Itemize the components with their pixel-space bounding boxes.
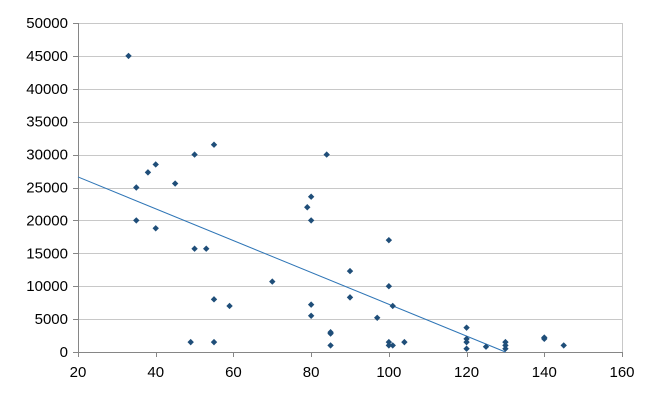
- data-point: [203, 245, 210, 252]
- y-tick-labels: 0 5000 10000 15000 20000 25000 30000 35000 40000…: [26, 15, 68, 361]
- data-point: [389, 302, 396, 310]
- data-point: [152, 225, 159, 232]
- x-tick-label: 80: [303, 364, 320, 381]
- data-point: [502, 342, 509, 349]
- data-point: [133, 184, 140, 191]
- data-point: [560, 342, 567, 349]
- data-point: [307, 312, 315, 320]
- data-point: [144, 169, 152, 176]
- y-tick-label: 5000: [35, 311, 68, 328]
- data-point: [463, 338, 470, 346]
- data-point: [374, 314, 381, 321]
- data-point: [210, 141, 218, 148]
- data-point: [307, 301, 315, 308]
- data-point: [385, 283, 393, 290]
- data-point: [463, 345, 470, 352]
- x-tick-label: 60: [225, 364, 242, 381]
- data-point: [346, 294, 354, 301]
- y-tick-label: 50000: [26, 15, 68, 32]
- data-point: [226, 302, 233, 310]
- data-point: [385, 342, 393, 349]
- x-tick-label: 40: [147, 364, 164, 381]
- data-point: [385, 236, 393, 244]
- x-tick-label: 160: [609, 364, 634, 381]
- y-tick-label: 20000: [26, 212, 68, 229]
- data-point: [401, 338, 408, 346]
- data-point: [125, 52, 132, 60]
- y-tick-label: 0: [60, 344, 68, 361]
- y-tick-label: 10000: [26, 278, 68, 295]
- data-point: [304, 204, 311, 211]
- axes: [73, 23, 623, 357]
- data-point: [502, 345, 509, 352]
- data-point: [152, 161, 159, 168]
- data-point: [210, 296, 218, 303]
- data-point: [463, 335, 470, 343]
- x-tick-label: 20: [70, 364, 87, 381]
- data-points: [125, 52, 567, 352]
- data-point: [191, 151, 198, 158]
- data-point: [307, 217, 315, 224]
- y-tick-label: 25000: [26, 180, 68, 197]
- y-tick-label: 45000: [26, 48, 68, 65]
- data-point: [187, 338, 194, 346]
- x-tick-labels: 20 40 60 80 100 120 140 160: [70, 364, 635, 381]
- x-tick-label: 120: [454, 364, 479, 381]
- data-point: [210, 338, 218, 346]
- gridlines: [78, 23, 623, 352]
- data-point: [327, 342, 334, 349]
- trendline-group: [77, 176, 506, 353]
- data-point: [482, 343, 490, 350]
- data-point: [323, 151, 330, 158]
- data-point: [541, 335, 548, 343]
- data-point: [385, 338, 393, 346]
- data-point: [269, 278, 276, 285]
- data-point: [327, 330, 334, 337]
- y-tick-label: 35000: [26, 114, 68, 131]
- data-point: [191, 245, 198, 252]
- y-tick-label: 15000: [26, 245, 68, 262]
- data-point: [171, 180, 179, 187]
- x-tick-label: 140: [532, 364, 557, 381]
- data-point: [133, 217, 140, 224]
- y-tick-label: 40000: [26, 81, 68, 98]
- data-point: [463, 324, 470, 331]
- data-point: [389, 342, 396, 349]
- trendline: [77, 176, 506, 353]
- data-point: [502, 338, 509, 346]
- x-tick-label: 100: [376, 364, 401, 381]
- data-point: [307, 193, 315, 200]
- data-point: [346, 267, 354, 275]
- y-tick-label: 30000: [26, 147, 68, 164]
